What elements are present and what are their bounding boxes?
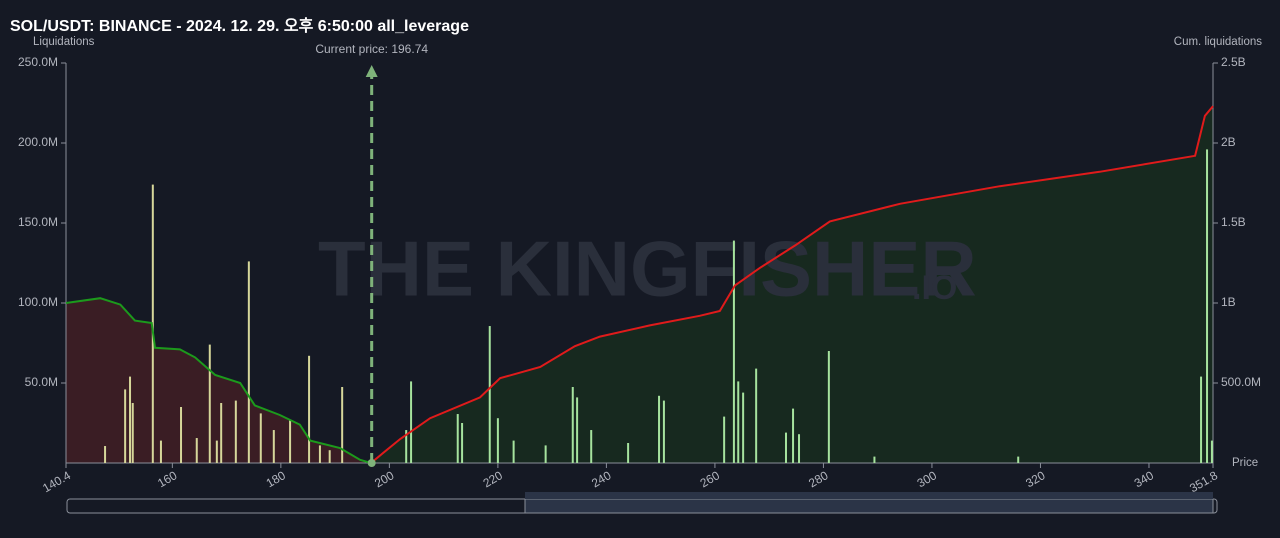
bar xyxy=(1206,149,1209,463)
bar xyxy=(590,430,593,463)
x-axis-label: Price xyxy=(1232,457,1258,469)
bar xyxy=(405,430,408,463)
area-fill xyxy=(66,298,371,463)
bar xyxy=(195,438,198,463)
current-price-label: Current price: 196.74 xyxy=(315,42,428,56)
bar xyxy=(180,407,183,463)
y2-axis-label: Cum. liquidations xyxy=(1174,36,1262,48)
bar xyxy=(792,408,795,463)
bar xyxy=(259,413,262,463)
bar xyxy=(215,440,218,463)
y-tick-label: 250.0M xyxy=(18,55,58,69)
bar xyxy=(662,400,665,463)
bar xyxy=(755,368,758,463)
scroll-window[interactable] xyxy=(524,498,1214,514)
y2-tick-label: 1.5B xyxy=(1221,215,1246,229)
bar xyxy=(104,446,107,463)
bar xyxy=(571,387,574,463)
current-price-dot xyxy=(367,459,376,467)
bar xyxy=(798,434,801,463)
bar xyxy=(461,423,464,463)
y-tick-label: 100.0M xyxy=(18,295,58,309)
y2-tick-label: 2.5B xyxy=(1221,55,1246,69)
y2-tick-label: 2B xyxy=(1221,135,1236,149)
bar xyxy=(129,376,132,463)
bar xyxy=(272,430,275,463)
bar xyxy=(341,387,344,463)
bar xyxy=(742,392,745,463)
bar xyxy=(1210,440,1213,463)
area-fill xyxy=(370,106,1213,463)
bar xyxy=(247,261,250,463)
y2-tick-label: 500.0M xyxy=(1221,375,1261,389)
bar xyxy=(658,395,661,463)
y2-tick-label: 1B xyxy=(1221,295,1236,309)
bar xyxy=(784,432,787,463)
bar xyxy=(496,418,499,463)
bar xyxy=(627,443,630,463)
bar xyxy=(131,403,134,463)
y-axis-label: Liquidations xyxy=(33,36,95,48)
bar xyxy=(488,326,491,463)
y-tick-label: 50.0M xyxy=(25,375,58,389)
bar xyxy=(576,397,579,463)
bar xyxy=(873,456,876,463)
cumulative-line xyxy=(370,105,1214,464)
bar xyxy=(328,450,331,463)
bar xyxy=(544,445,547,463)
bar xyxy=(124,389,127,463)
y-tick-label: 200.0M xyxy=(18,135,58,149)
scroll-handle-bar[interactable] xyxy=(525,492,1213,499)
bar xyxy=(512,440,515,463)
current-price-arrow xyxy=(365,65,378,77)
bar xyxy=(827,351,830,463)
watermark: THE KINGFISHER xyxy=(318,225,977,313)
bar xyxy=(289,419,292,463)
watermark: .IO xyxy=(912,269,957,307)
y-tick-label: 150.0M xyxy=(18,215,58,229)
bar xyxy=(410,381,413,463)
bar xyxy=(220,403,223,463)
bar xyxy=(234,400,237,463)
bar xyxy=(1017,456,1020,463)
bar xyxy=(159,440,162,463)
chart-title: SOL/USDT: BINANCE - 2024. 12. 29. 오후 6:5… xyxy=(10,16,469,35)
bar xyxy=(456,414,459,463)
bar xyxy=(732,240,735,463)
bar xyxy=(723,416,726,463)
scrollbar[interactable] xyxy=(66,492,1218,514)
bar xyxy=(737,381,740,463)
cumulative-line xyxy=(65,297,372,464)
bar xyxy=(308,355,311,463)
bar xyxy=(1200,376,1203,463)
bar xyxy=(318,445,321,463)
bar xyxy=(208,344,211,463)
